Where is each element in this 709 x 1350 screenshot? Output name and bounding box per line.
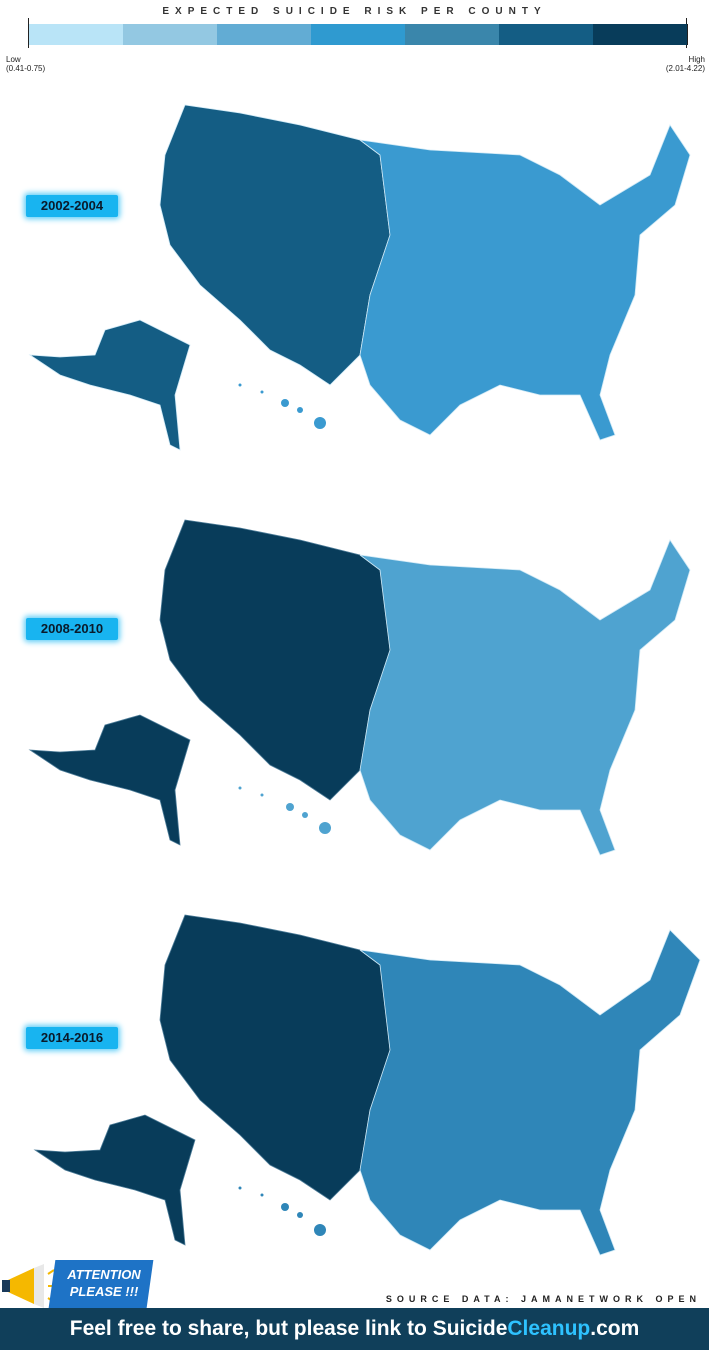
legend-swatch-3	[217, 24, 311, 45]
us-mainland-east	[359, 929, 701, 1256]
us-mainland-east	[359, 539, 691, 856]
legend-low-text: Low	[6, 55, 21, 64]
legend-swatch-7	[593, 24, 687, 45]
legend-swatch-2	[123, 24, 217, 45]
period-badge: 2002-2004	[26, 195, 118, 217]
share-footer: Feel free to share, but please link to S…	[0, 1308, 709, 1350]
attention-text: ATTENTION PLEASE !!!	[58, 1266, 150, 1300]
us-mainland-west	[159, 519, 391, 801]
legend-swatch-1	[29, 24, 123, 45]
legend-high-text: High	[688, 55, 705, 64]
period-badge: 2008-2010	[26, 618, 118, 640]
legend-swatch-6	[499, 24, 593, 45]
legend-high-label: High (2.01-4.22)	[666, 55, 705, 73]
attention-line-1: ATTENTION	[67, 1267, 141, 1282]
footer-text: Feel free to share, but please link to	[69, 1317, 433, 1340]
legend-color-scale	[28, 24, 688, 45]
hawaii	[238, 786, 331, 834]
map-panel-2014-2016: 2014-2016	[0, 910, 709, 1290]
map-panel-2002-2004: 2002-2004	[0, 95, 709, 475]
alaska	[28, 714, 191, 846]
us-county-map	[28, 104, 691, 451]
legend-low-label: Low (0.41-0.75)	[6, 55, 45, 73]
alaska	[33, 1114, 196, 1246]
us-mainland-west	[159, 914, 391, 1201]
us-mainland-west	[159, 104, 391, 386]
attention-banner: ATTENTION PLEASE !!!	[0, 1260, 160, 1310]
us-county-map	[28, 519, 691, 856]
alaska	[28, 319, 191, 451]
hawaii	[238, 383, 326, 429]
source-credit: SOURCE DATA: JAMANETWORK OPEN	[385, 1294, 701, 1304]
legend-high-range: (2.01-4.22)	[665, 64, 705, 73]
us-county-map	[33, 914, 701, 1256]
attention-line-2: PLEASE !!!	[69, 1284, 139, 1299]
map-panel-2008-2010: 2008-2010	[0, 510, 709, 890]
footer-brand-tld[interactable]: .com	[590, 1317, 640, 1340]
legend-swatch-5	[405, 24, 499, 45]
legend-title: EXPECTED SUICIDE RISK PER COUNTY	[162, 6, 547, 17]
period-badge: 2014-2016	[26, 1027, 118, 1049]
hawaii	[238, 1186, 326, 1236]
legend-low-range: (0.41-0.75)	[6, 64, 46, 73]
legend-swatch-4	[311, 24, 405, 45]
megaphone-icon	[2, 1264, 55, 1308]
footer-brand[interactable]: Suicide	[432, 1317, 508, 1340]
us-mainland-east	[359, 124, 691, 441]
footer-brand-accent[interactable]: Cleanup	[507, 1317, 591, 1340]
